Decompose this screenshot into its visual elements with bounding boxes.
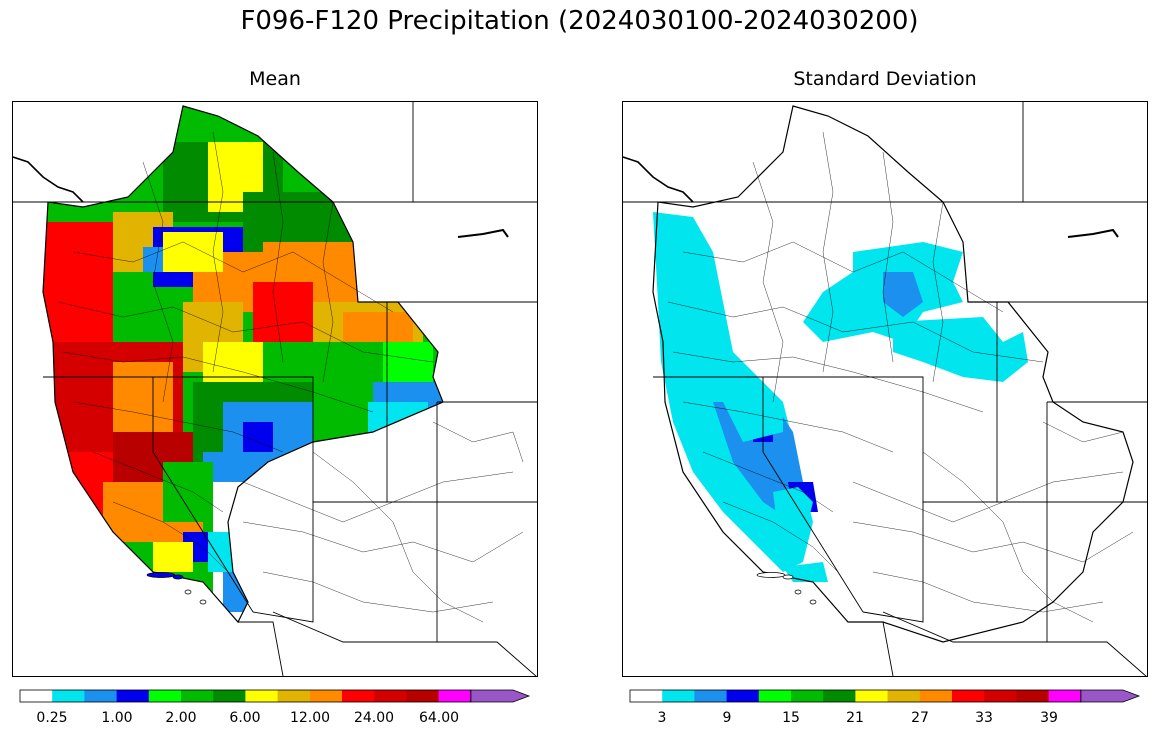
mean-colorbar-svg xyxy=(19,689,531,703)
stddev-map[interactable] xyxy=(622,101,1148,677)
mean-watersheds xyxy=(57,131,524,623)
mean-colorbar-border xyxy=(19,689,472,703)
stddev-boundaries xyxy=(623,102,1147,676)
stddev-colorbar-swatch xyxy=(1016,690,1050,702)
stddev-tick-label: 33 xyxy=(975,710,993,726)
mean-colorbar-swatch xyxy=(116,690,150,702)
mean-islands xyxy=(146,572,207,605)
stddev-colorbar-swatch xyxy=(984,690,1017,702)
stddev-tick-label: 39 xyxy=(1040,710,1058,726)
stddev-watersheds xyxy=(667,131,1134,623)
stddev-colorbar-border xyxy=(629,689,1082,703)
mean-colorbar-swatch xyxy=(245,690,279,702)
stddev-tick-label: 21 xyxy=(846,710,864,726)
stddev-colorbar-swatch xyxy=(887,690,921,702)
mean-colorbar-swatch xyxy=(309,690,343,702)
mean-tick-label: 12.00 xyxy=(289,710,331,726)
mean-tick-label: 64.00 xyxy=(418,710,460,726)
mean-colorbar-swatch xyxy=(213,690,246,702)
stddev-tick-label: 27 xyxy=(911,710,929,726)
mean-colorbar xyxy=(19,688,540,704)
mean-colorbar-swatch xyxy=(148,690,182,702)
stddev-map-svg xyxy=(623,102,1147,676)
stddev-colorbar-swatch xyxy=(791,690,824,702)
mean-boundaries xyxy=(13,102,537,676)
mean-colorbar-swatch xyxy=(181,690,214,702)
mean-colorbar-swatch xyxy=(406,690,440,702)
mean-panel-title: Mean xyxy=(249,68,301,90)
stddev-colorbar-swatch xyxy=(823,690,856,702)
mean-colorbar-swatch xyxy=(20,690,53,702)
stddev-fill xyxy=(653,212,1028,582)
stddev-tick-label: 15 xyxy=(782,710,800,726)
mean-map[interactable] xyxy=(12,101,538,677)
stddev-colorbar-swatch xyxy=(758,690,792,702)
mean-map-svg xyxy=(13,102,537,676)
stddev-tick-label: 9 xyxy=(722,710,732,726)
mean-colorbar-extend-arrow xyxy=(470,689,531,703)
stddev-colorbar-swatch xyxy=(694,690,728,702)
stddev-colorbar-swatch xyxy=(952,690,985,702)
mean-precip-fill xyxy=(43,106,443,622)
mean-tick-label: 1.00 xyxy=(101,710,133,726)
mean-tick-label: 2.00 xyxy=(165,710,197,726)
mean-colorbar-swatch xyxy=(277,690,311,702)
mean-tick-label: 24.00 xyxy=(353,710,395,726)
mean-colorbar-swatch xyxy=(52,690,85,702)
stddev-colorbar-swatch xyxy=(919,690,953,702)
stddev-islands xyxy=(756,572,817,605)
stddev-colorbar xyxy=(629,688,1150,704)
stddev-colorbar-swatch xyxy=(726,690,760,702)
mean-colorbar-swatch xyxy=(342,690,375,702)
mean-tick-label: 6.00 xyxy=(229,710,261,726)
stddev-colorbar-swatch xyxy=(662,690,695,702)
stddev-colorbar-swatch xyxy=(630,690,663,702)
stddev-colorbar-svg xyxy=(629,689,1141,703)
stddev-colorbar-swatch xyxy=(855,690,889,702)
stddev-panel-title: Standard Deviation xyxy=(793,68,977,90)
mean-colorbar-swatch xyxy=(84,690,118,702)
stddev-colorbar-extend-arrow xyxy=(1080,689,1141,703)
stddev-tick-label: 3 xyxy=(657,710,667,726)
mean-colorbar-swatch xyxy=(438,690,472,702)
mean-colorbar-swatch xyxy=(374,690,407,702)
figure-title: F096-F120 Precipitation (2024030100-2024… xyxy=(240,6,919,36)
mean-tick-label: 0.25 xyxy=(36,710,68,726)
stddev-colorbar-swatch xyxy=(1048,690,1082,702)
